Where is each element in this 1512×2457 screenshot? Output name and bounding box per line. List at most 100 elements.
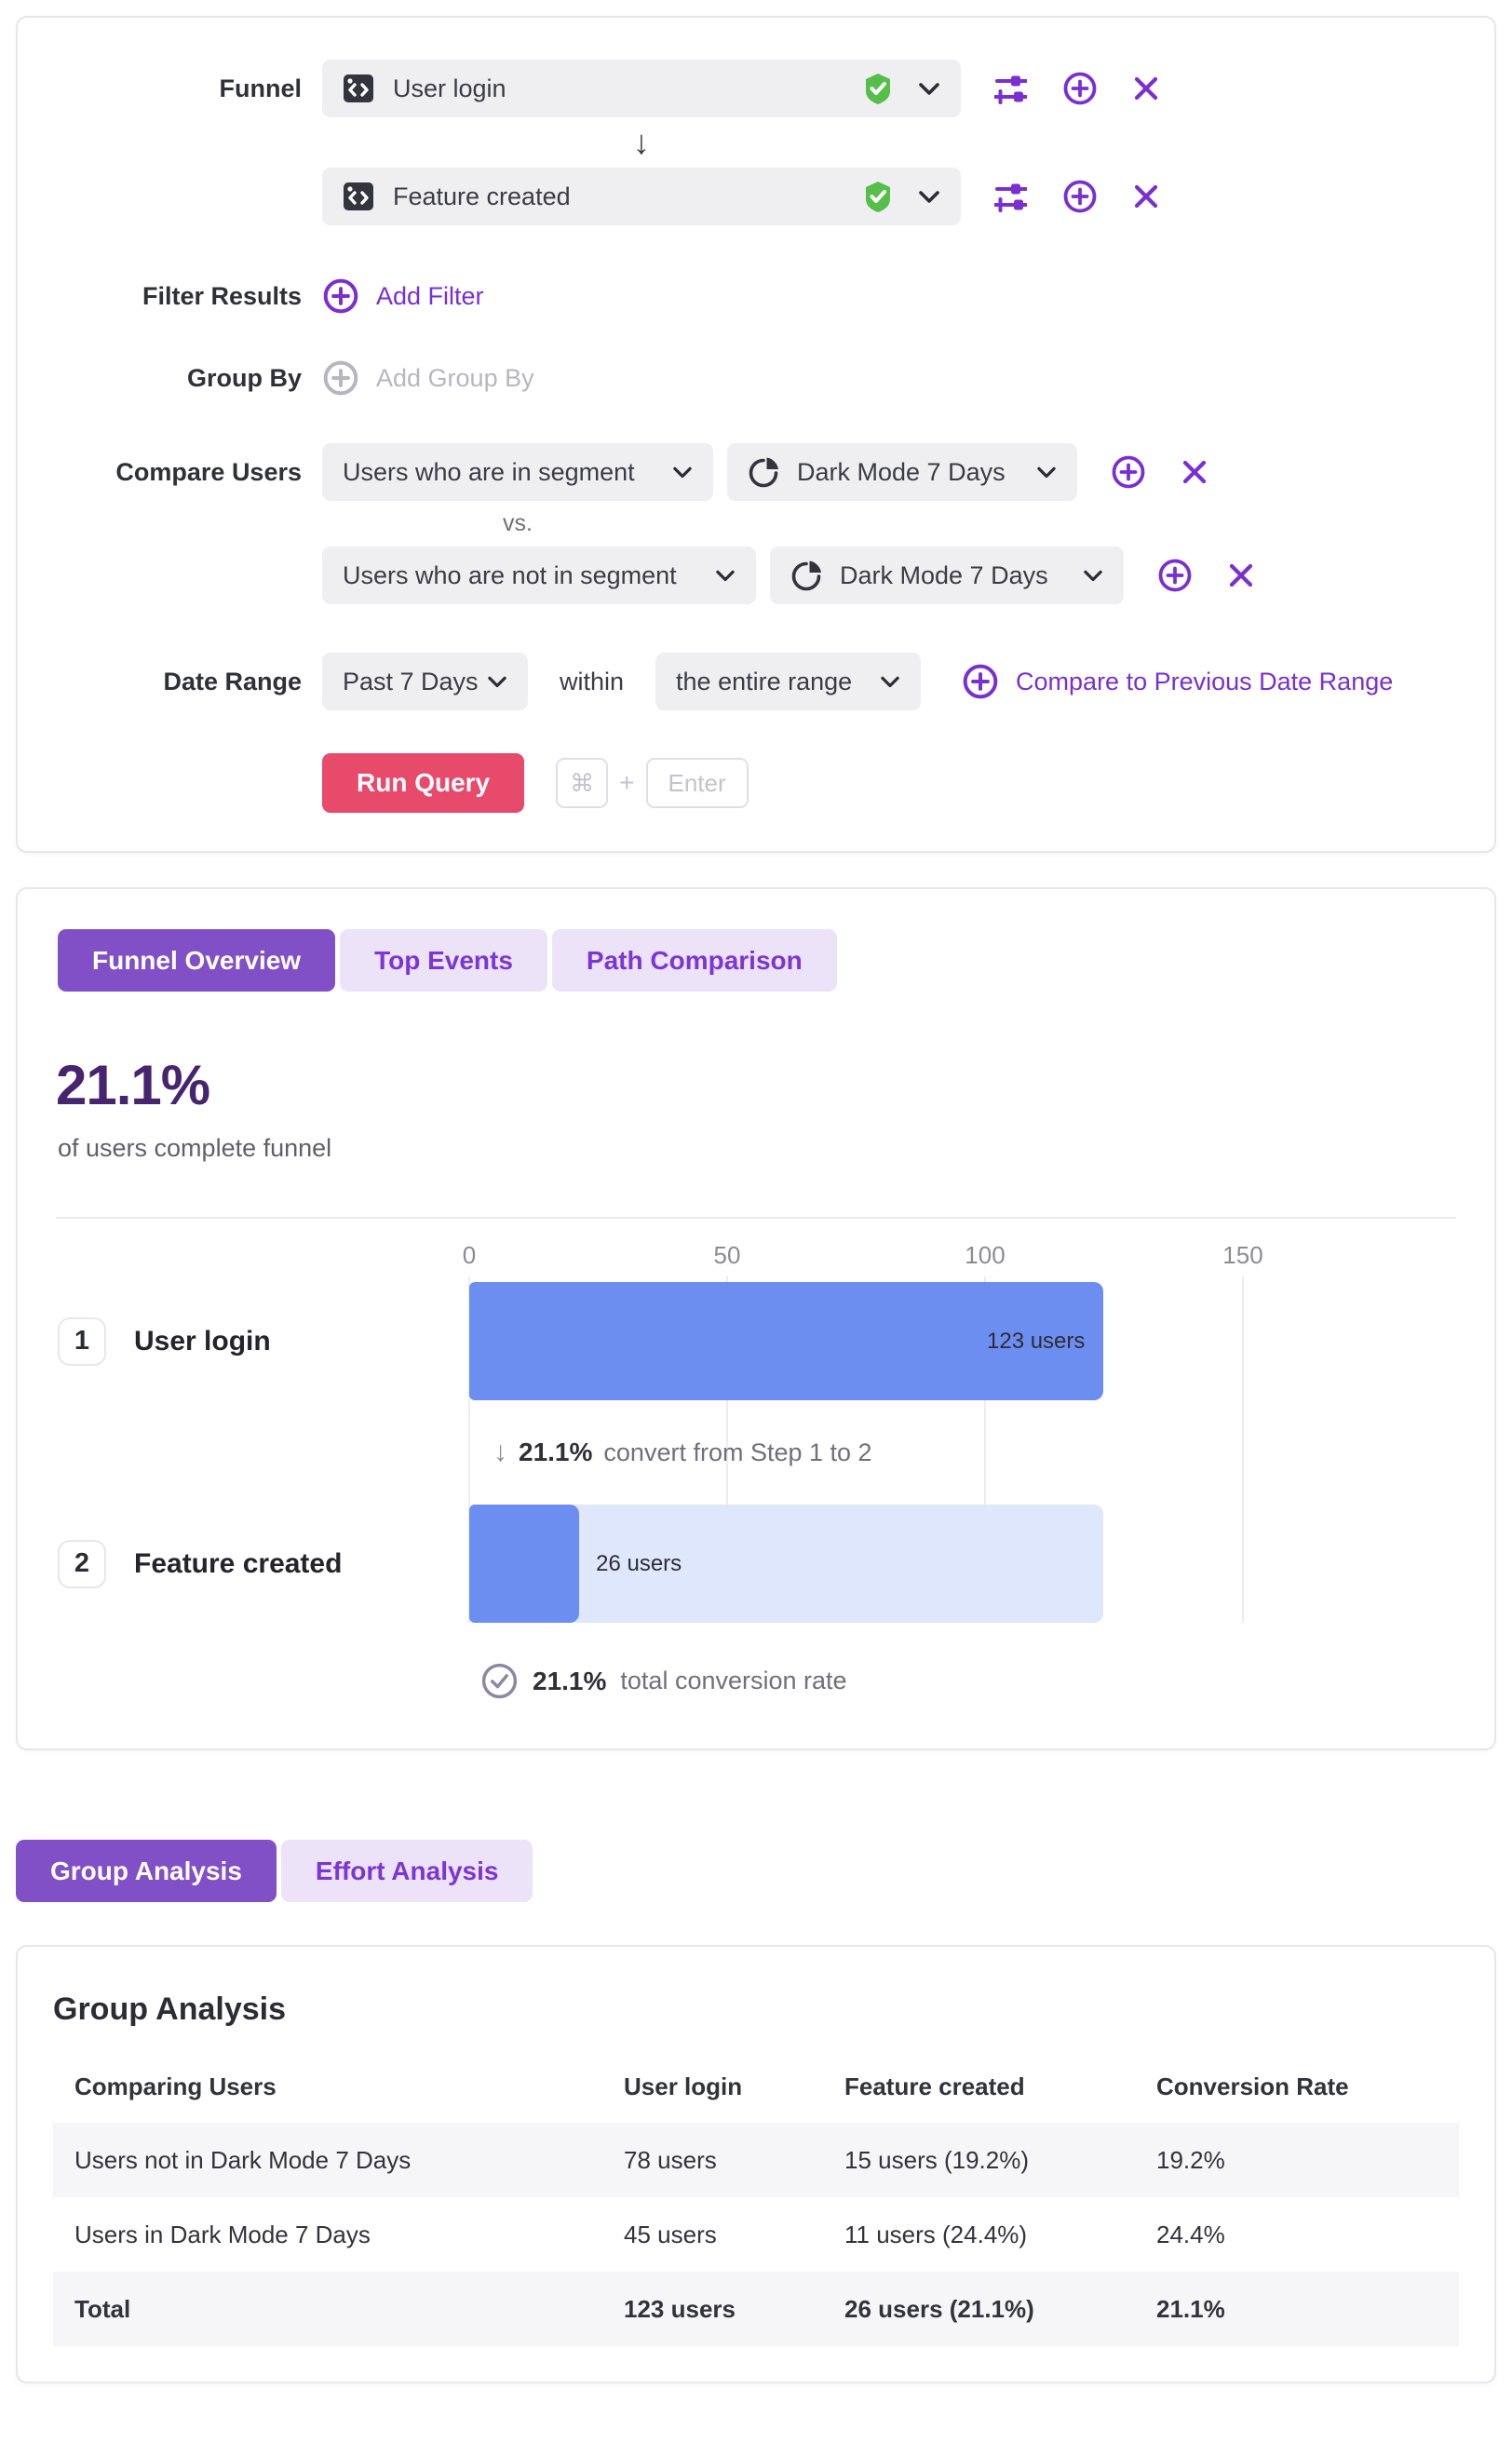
close-icon: [1181, 459, 1208, 485]
col-conversion-rate: Conversion Rate: [1156, 2072, 1349, 2100]
keyboard-shortcut-hint: ⌘ + Enter: [556, 758, 749, 808]
step-2-options-button[interactable]: [994, 180, 1027, 214]
sliders-icon: [994, 72, 1027, 106]
chevron-down-icon: [1036, 464, 1057, 480]
chevron-down-icon: [918, 187, 940, 206]
step2-track: 26 users: [469, 1505, 1104, 1623]
add-filter-label: Add Filter: [376, 281, 484, 310]
date-range-row: Date Range Past 7 Days within the entire…: [18, 653, 1494, 710]
date-range-dropdown[interactable]: Past 7 Days: [322, 653, 528, 710]
conversion-headline: 21.1%: [56, 1054, 210, 1116]
funnel-step-1-dropdown[interactable]: User login: [322, 60, 961, 117]
chevron-down-icon: [880, 673, 900, 690]
chevron-down-icon: [487, 673, 507, 690]
compare-selector-1-value: Users who are in segment: [343, 457, 635, 486]
compare-previous-date-range-button[interactable]: Compare to Previous Date Range: [962, 663, 1393, 700]
cell-group: Users in Dark Mode 7 Days: [74, 2220, 371, 2248]
col-feature-created: Feature created: [844, 2072, 1025, 2100]
x-axis: 0 50 100 150: [463, 1226, 1263, 1282]
compare-1-add-button[interactable]: [1111, 454, 1146, 490]
group-analysis-card: Group Analysis Comparing Users User logi…: [16, 1945, 1496, 2383]
group-analysis-table: Comparing Users User login Feature creat…: [53, 2050, 1459, 2346]
filter-results-row: Filter Results Add Filter: [18, 277, 1494, 315]
compare-selector-2-dropdown[interactable]: Users who are not in segment: [322, 547, 756, 604]
add-filter-button[interactable]: Add Filter: [322, 277, 484, 315]
step-2-remove-button[interactable]: [1133, 183, 1159, 209]
axis-tick-50: 50: [713, 1241, 741, 1269]
compare-2-remove-button[interactable]: [1228, 562, 1254, 588]
plus-circle-icon: [1157, 558, 1193, 593]
group-analysis-title: Group Analysis: [53, 1991, 287, 2027]
chevron-down-icon: [715, 567, 736, 584]
tab-group-analysis[interactable]: Group Analysis: [16, 1840, 277, 1902]
funnel-label: Funnel: [219, 74, 303, 102]
funnel-step-2-name: Feature created: [393, 182, 571, 210]
plus-separator: +: [619, 768, 635, 797]
add-group-by-label: Add Group By: [376, 363, 534, 392]
page: Funnel User login ↓ Feature created: [0, 16, 1512, 2408]
verified-shield-icon: [862, 72, 894, 105]
segment-icon: [748, 455, 780, 489]
plus-circle-icon: [1062, 179, 1098, 214]
vs-label: vs.: [503, 510, 533, 536]
verified-shield-icon: [862, 180, 894, 213]
compare-selector-1-dropdown[interactable]: Users who are in segment: [322, 443, 713, 501]
axis-tick-0: 0: [462, 1241, 477, 1269]
funnel-step-row-2: Feature created: [18, 168, 1494, 225]
chevron-down-icon: [1083, 567, 1103, 584]
compare-segment-2-dropdown[interactable]: Dark Mode 7 Days: [770, 547, 1124, 604]
date-range-value: Past 7 Days: [343, 667, 479, 695]
table-row: Users in Dark Mode 7 Days 45 users 11 us…: [53, 2197, 1459, 2272]
range-scope-dropdown[interactable]: the entire range: [655, 653, 922, 710]
total-conversion-pct: 21.1%: [533, 1666, 607, 1695]
step-1-badge: 1: [58, 1316, 106, 1366]
funnel-step-2-bar-row: 2 Feature created 26 users: [18, 1505, 1494, 1623]
step-1-remove-button[interactable]: [1133, 75, 1159, 101]
range-scope-value: the entire range: [676, 667, 853, 695]
chevron-down-icon: [672, 464, 693, 480]
results-tabs: Funnel Overview Top Events Path Comparis…: [58, 929, 1494, 992]
cell-group: Total: [74, 2294, 131, 2323]
conversion-headline-sub: of users complete funnel: [58, 1134, 332, 1162]
funnel-step-2-dropdown[interactable]: Feature created: [322, 168, 961, 225]
divider: [56, 1217, 1456, 1219]
table-row-total: Total 123 users 26 users (21.1%) 21.1%: [53, 2272, 1459, 2346]
enter-key: Enter: [645, 758, 749, 808]
plus-circle-icon: [1062, 71, 1098, 106]
plus-circle-icon: [962, 663, 999, 700]
step-1-bar[interactable]: 123 users: [469, 1282, 1104, 1400]
step-2-name: Feature created: [134, 1547, 343, 1579]
compare-segment-2-value: Dark Mode 7 Days: [840, 560, 1048, 589]
check-circle-icon: [480, 1662, 519, 1700]
query-builder-card: Funnel User login ↓ Feature created: [16, 16, 1496, 853]
plus-circle-icon: [322, 277, 359, 315]
step-2-add-button[interactable]: [1062, 179, 1098, 214]
step-1-options-button[interactable]: [994, 72, 1027, 106]
tab-top-events[interactable]: Top Events: [340, 929, 547, 992]
compare-segment-1-dropdown[interactable]: Dark Mode 7 Days: [727, 443, 1077, 501]
table-row: Users not in Dark Mode 7 Days 78 users 1…: [53, 2123, 1459, 2197]
add-group-by-button[interactable]: Add Group By: [322, 359, 534, 397]
cell-conversion-rate: 19.2%: [1156, 2145, 1225, 2174]
step-conversion-row: ↓ 21.1% convert from Step 1 to 2: [469, 1400, 1494, 1505]
table-header-row: Comparing Users User login Feature creat…: [53, 2050, 1459, 2123]
step-1-add-button[interactable]: [1062, 71, 1098, 106]
command-key: ⌘: [556, 758, 609, 808]
tab-funnel-overview[interactable]: Funnel Overview: [58, 929, 336, 992]
compare-1-remove-button[interactable]: [1181, 459, 1208, 485]
cell-conversion-rate: 21.1%: [1156, 2294, 1225, 2323]
run-query-button[interactable]: Run Query: [322, 753, 525, 813]
funnel-step-1-bar-row: 1 User login 123 users: [18, 1282, 1494, 1400]
close-icon: [1133, 75, 1159, 101]
step-2-bar-label: 26 users: [596, 1550, 682, 1576]
close-icon: [1228, 562, 1254, 588]
compare-2-add-button[interactable]: [1157, 558, 1193, 593]
tab-effort-analysis[interactable]: Effort Analysis: [280, 1840, 533, 1902]
axis-tick-100: 100: [965, 1241, 1006, 1269]
cell-user-login: 123 users: [624, 2294, 736, 2323]
segment-icon: [790, 559, 823, 592]
col-comparing-users: Comparing Users: [74, 2072, 277, 2100]
compare-users-row-1: Compare Users Users who are in segment D…: [18, 443, 1494, 501]
tab-path-comparison[interactable]: Path Comparison: [551, 929, 837, 992]
step-2-bar[interactable]: [469, 1505, 580, 1623]
